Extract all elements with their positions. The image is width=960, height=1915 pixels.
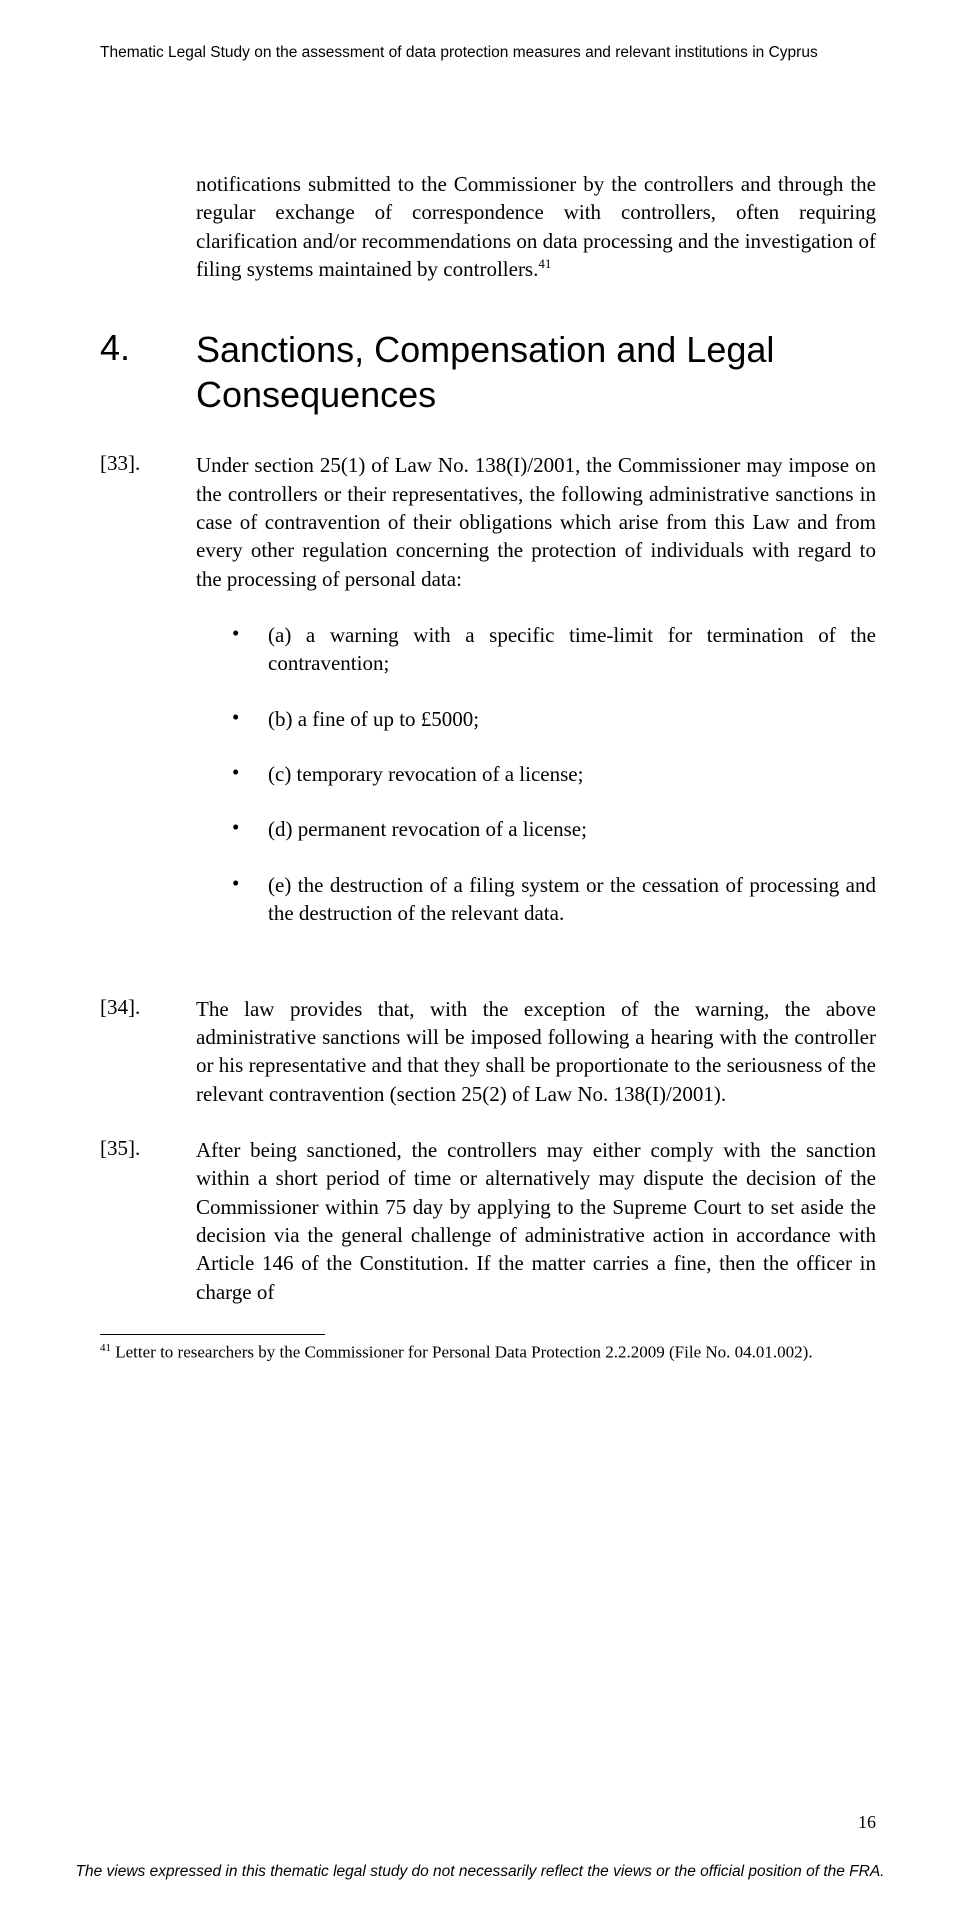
page-header: Thematic Legal Study on the assessment o… <box>100 44 876 62</box>
footnote: 41 Letter to researchers by the Commissi… <box>100 1341 876 1364</box>
numbered-paragraph: [34]. The law provides that, with the ex… <box>100 995 876 1108</box>
paragraph-content: After being sanctioned, the controllers … <box>196 1136 876 1306</box>
list-item: • (e) the destruction of a filing system… <box>232 871 876 928</box>
paragraph-content: The law provides that, with the exceptio… <box>196 995 876 1108</box>
bullet-list: • (a) a warning with a specific time-lim… <box>232 621 876 927</box>
bullet-text: (d) permanent revocation of a license; <box>268 815 876 843</box>
list-item: • (b) a fine of up to £5000; <box>232 705 876 733</box>
list-item: • (a) a warning with a specific time-lim… <box>232 621 876 678</box>
paragraph-content: Under section 25(1) of Law No. 138(I)/20… <box>196 451 876 593</box>
paragraph-number: [35]. <box>100 1136 196 1306</box>
page-footer: The views expressed in this thematic leg… <box>0 1863 960 1881</box>
paragraph-number: [33]. <box>100 451 196 593</box>
bullet-text: (b) a fine of up to £5000; <box>268 705 876 733</box>
bullet-icon: • <box>232 760 268 788</box>
page-number: 16 <box>858 1812 876 1833</box>
bullet-text: (c) temporary revocation of a license; <box>268 760 876 788</box>
paragraph-number: [34]. <box>100 995 196 1108</box>
bullet-icon: • <box>232 871 268 928</box>
footnote-text: Letter to researchers by the Commissione… <box>111 1343 813 1362</box>
bullet-icon: • <box>232 705 268 733</box>
list-item: • (c) temporary revocation of a license; <box>232 760 876 788</box>
numbered-paragraph: [35]. After being sanctioned, the contro… <box>100 1136 876 1306</box>
document-page: Thematic Legal Study on the assessment o… <box>0 0 960 1915</box>
footnote-divider <box>100 1334 325 1335</box>
section-heading: 4. Sanctions, Compensation and Legal Con… <box>100 327 876 417</box>
bullet-text: (a) a warning with a specific time-limit… <box>268 621 876 678</box>
bullet-text: (e) the destruction of a filing system o… <box>268 871 876 928</box>
section-number: 4. <box>100 327 196 417</box>
numbered-paragraph: [33]. Under section 25(1) of Law No. 138… <box>100 451 876 593</box>
footnote-superscript: 41 <box>100 1342 111 1354</box>
intro-text: notifications submitted to the Commissio… <box>196 172 876 281</box>
list-item: • (d) permanent revocation of a license; <box>232 815 876 843</box>
bullet-icon: • <box>232 621 268 678</box>
intro-superscript: 41 <box>538 256 551 271</box>
intro-paragraph: notifications submitted to the Commissio… <box>196 170 876 283</box>
bullet-icon: • <box>232 815 268 843</box>
section-title: Sanctions, Compensation and Legal Conseq… <box>196 327 876 417</box>
